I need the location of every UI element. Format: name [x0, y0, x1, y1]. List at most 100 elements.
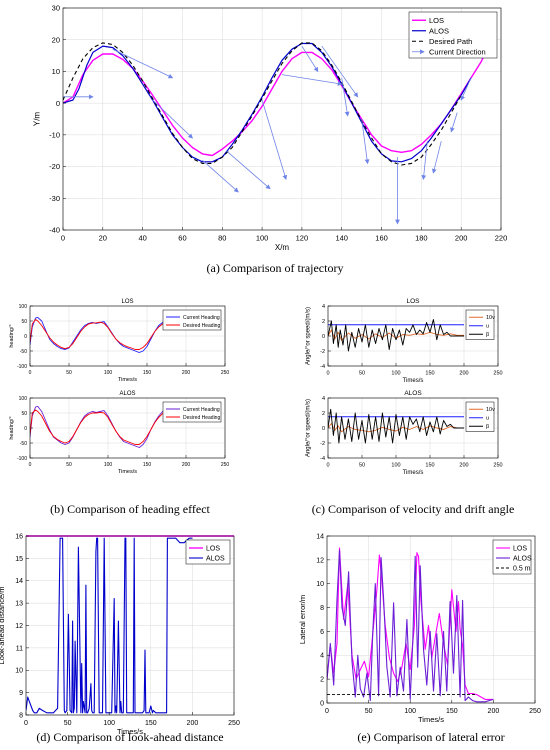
series-group: [30, 316, 186, 353]
x-tick-label: 200: [187, 720, 199, 727]
y-tick-label: -2: [320, 349, 325, 355]
subplot-title: LOS: [121, 299, 133, 305]
current-direction-arrow: [301, 45, 319, 73]
x-tick-label: 40: [138, 234, 146, 243]
x-tick-label: 60: [178, 234, 186, 243]
y-tick-label: -20: [49, 162, 60, 171]
y-tick-label: -100: [17, 364, 27, 370]
y-tick-label: 50: [21, 411, 27, 417]
y-axis-label: heading/°: [9, 324, 15, 347]
series-group: [63, 31, 496, 166]
legend-entry: 10v: [486, 407, 495, 413]
series-line-desired-path: [63, 42, 462, 166]
x-axis-label: Times/s: [118, 377, 137, 383]
figure-caption: (a) Comparison of trajectory: [207, 261, 344, 275]
panel-d: 0 50 100 150 200 250 8 9 10 11 12 13 14 15 16 Times/s Lo…: [0, 533, 240, 744]
y-tick-label: 15: [15, 556, 23, 563]
y-tick-label: 100: [19, 304, 28, 310]
x-axis-label: Times/s: [403, 470, 424, 476]
y-tick-label: -2: [320, 441, 325, 447]
legend-entry: LOS: [206, 545, 220, 552]
x-tick-label: 0: [325, 708, 329, 715]
axes-box: [62, 7, 502, 231]
x-tick-label: 100: [103, 720, 115, 727]
y-tick-label: -40: [49, 226, 60, 235]
y-tick-label: 2: [322, 319, 325, 325]
x-tick-label: 200: [455, 234, 468, 243]
x-tick-label: 200: [459, 463, 468, 469]
legend-entry: β: [486, 424, 489, 430]
x-tick-label: 250: [228, 720, 240, 727]
y-tick-label: -4: [320, 364, 325, 370]
x-tick-label: 0: [24, 720, 28, 727]
legend-entry: Desired Heading: [183, 323, 220, 329]
x-tick-label: 50: [359, 463, 365, 469]
figure-caption: (b) Comparison of heading effect: [50, 502, 210, 516]
x-tick-label: 150: [425, 371, 434, 377]
legend: 10v uβ: [465, 401, 495, 432]
x-tick-label: 160: [375, 234, 388, 243]
y-tick-label: -30: [49, 194, 60, 203]
y-axis-label: heading/°: [9, 416, 15, 439]
legend-entry: Current Heading: [183, 315, 220, 321]
figure-caption: (d) Comparison of look-ahead distance: [36, 730, 223, 744]
x-tick-label: 80: [218, 234, 226, 243]
y-tick-label: 16: [15, 533, 23, 540]
legend-entry: 10v: [486, 315, 495, 321]
series-line-alos: [26, 537, 193, 714]
x-tick-label: 100: [391, 371, 400, 377]
current-direction-arrow: [341, 77, 350, 117]
x-tick-label: 140: [335, 234, 348, 243]
y-tick-label: 2: [320, 677, 324, 684]
legend-box: [185, 539, 231, 565]
x-tick-label: 0: [29, 462, 32, 468]
legend-entry: Desired Path: [429, 37, 472, 46]
y-tick-label: 0: [56, 99, 60, 108]
x-tick-label: 0: [326, 463, 329, 469]
x-tick-label: 50: [66, 462, 72, 468]
y-tick-label: 0: [24, 426, 27, 432]
panel-e: 0 50 100 150 200 250 0 2 4 6 8 10 12 14 Times/s Lateral…: [298, 533, 541, 744]
x-tick-label: 250: [493, 463, 502, 469]
x-tick-label: 50: [365, 708, 373, 715]
current-direction-arrow: [450, 112, 458, 133]
y-axis-label: Look-ahead distance/m: [0, 587, 6, 665]
legend-entry: Current Heading: [183, 407, 220, 413]
x-tick-label: 200: [182, 370, 191, 376]
x-axis-label: Times/s: [403, 378, 424, 384]
x-tick-label: 100: [104, 462, 113, 468]
legend-entry: u: [486, 416, 489, 422]
y-tick-label: 14: [316, 533, 324, 540]
y-tick-label: 50: [21, 319, 27, 325]
y-tick-label: 100: [19, 396, 28, 402]
legend: Current Heading Desired Heading: [162, 401, 222, 423]
current-direction-arrow: [460, 77, 472, 101]
x-tick-label: 250: [493, 371, 502, 377]
y-tick-label: -10: [49, 130, 60, 139]
series-group: [327, 547, 494, 703]
y-axis-label: Angle/°or speed/(m/s): [306, 399, 312, 457]
y-tick-label: 4: [322, 396, 325, 402]
y-tick-label: 2: [322, 411, 325, 417]
current-direction-arrow: [202, 159, 239, 193]
x-tick-label: 50: [66, 370, 72, 376]
y-tick-label: 4: [322, 304, 325, 310]
figure-caption: (e) Comparison of lateral error: [357, 730, 504, 744]
y-tick-label: 0: [322, 426, 325, 432]
legend-entry: LOS: [513, 545, 527, 552]
y-tick-label: 11: [16, 645, 23, 652]
x-axis-label: Times/s: [117, 727, 143, 736]
x-tick-label: 150: [425, 463, 434, 469]
panel-b1: 0 50 100 150 200 250 -100 -50 0 50 100 Times/s headi…: [9, 299, 229, 383]
current-direction-arrow: [152, 99, 193, 139]
series-line-desired-heading: [30, 409, 186, 445]
y-tick-label: 0: [320, 700, 324, 707]
x-tick-label: 180: [415, 234, 428, 243]
x-axis-label: Times/s: [118, 469, 137, 475]
x-tick-label: 200: [488, 708, 500, 715]
y-tick-label: 8: [320, 605, 324, 612]
x-tick-label: 100: [104, 370, 113, 376]
current-direction-arrow: [421, 141, 428, 181]
